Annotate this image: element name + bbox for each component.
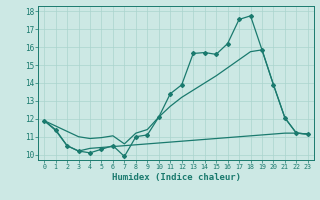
X-axis label: Humidex (Indice chaleur): Humidex (Indice chaleur) bbox=[111, 173, 241, 182]
